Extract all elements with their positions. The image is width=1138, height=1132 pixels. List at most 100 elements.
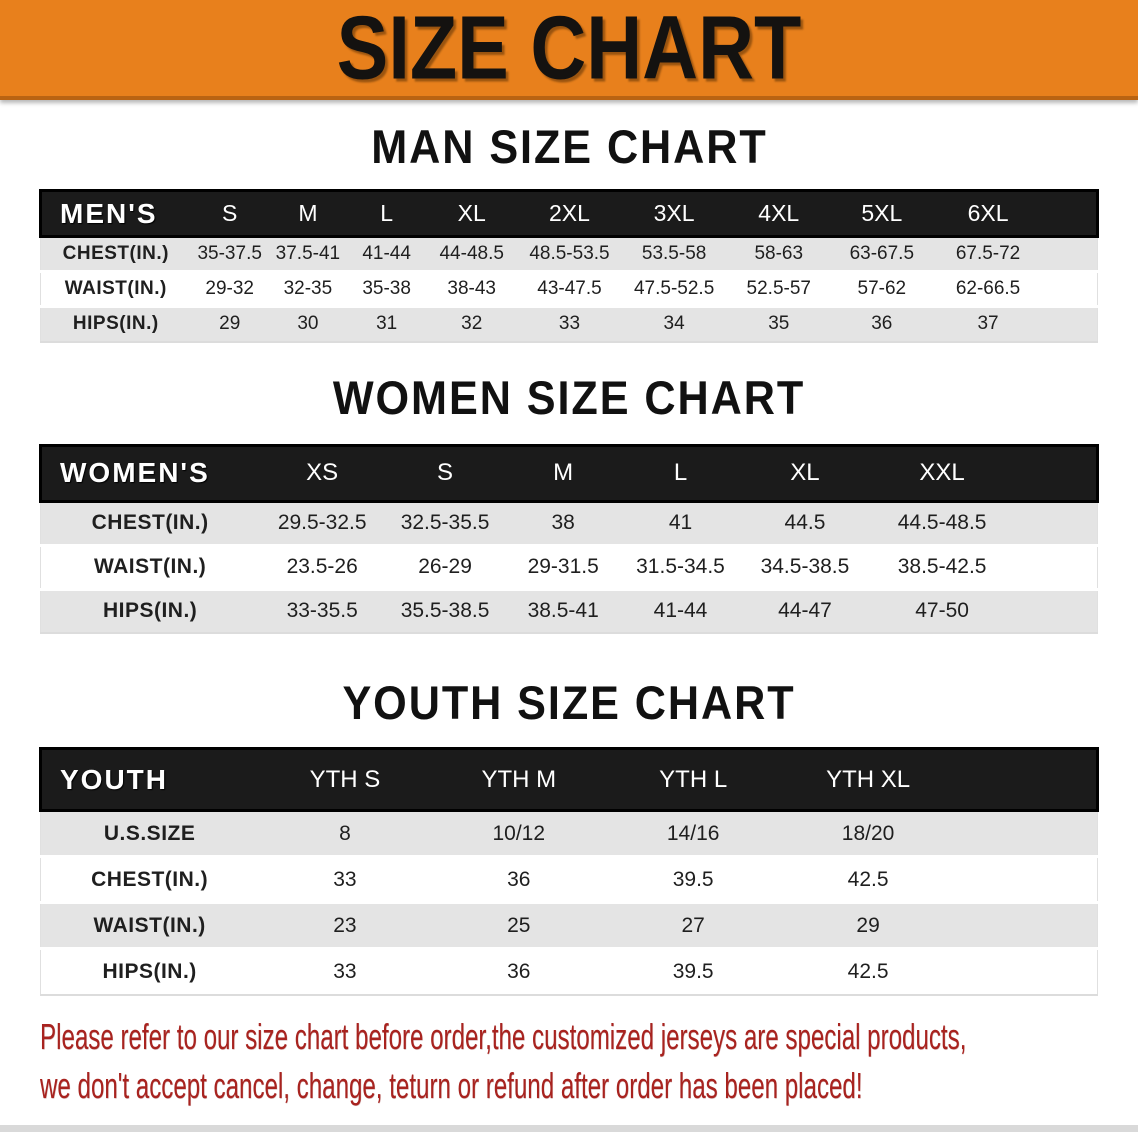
men-measure-row: CHEST(IN.) 35-37.5 37.5-41 41-44 44-48.5 48.5… xyxy=(39,235,1098,273)
women-header-row: WOMEN'S XS S M L XL XXL xyxy=(39,443,1099,503)
men-measure-row: WAIST(IN.) 29-32 32-35 35-38 38-43 43-47.5 47.… xyxy=(39,271,1098,307)
men-measure-value: 67.5-72 xyxy=(932,235,1044,273)
women-measure-value: 31.5-34.5 xyxy=(621,545,740,589)
women-measure-value: 35.5-38.5 xyxy=(385,587,506,634)
youth-row-filler xyxy=(955,948,1098,996)
women-section-heading: WOMEN SIZE CHART xyxy=(0,373,1138,420)
banner-title: SIZE CHART xyxy=(336,0,802,98)
men-group-label: MEN'S xyxy=(38,189,191,238)
men-measure-value: 41-44 xyxy=(347,235,427,273)
youth-measure-value: 33 xyxy=(258,948,432,996)
women-measure-value: 34.5-38.5 xyxy=(739,545,871,589)
youth-measure-label: CHEST(IN.) xyxy=(40,856,259,903)
men-measure-value: 37 xyxy=(932,305,1044,343)
women-measure-value: 41 xyxy=(621,499,740,547)
women-size-col: XXL xyxy=(870,443,1014,503)
women-measure-value: 23.5-26 xyxy=(259,545,386,589)
women-measure-label: CHEST(IN.) xyxy=(40,499,260,547)
women-measure-value: 32.5-35.5 xyxy=(385,499,506,547)
women-measure-value: 38.5-42.5 xyxy=(870,545,1014,589)
youth-size-col: YTH M xyxy=(431,747,606,812)
women-size-table: WOMEN'S XS S M L XL XXL CHEST(IN.) 29.5-32.5 32.5… xyxy=(39,443,1099,634)
men-measure-value: 57-62 xyxy=(831,271,933,307)
men-row-filler xyxy=(1043,271,1098,307)
men-measure-value: 36 xyxy=(831,305,933,343)
youth-row-filler xyxy=(955,809,1098,858)
women-measure-value: 44-47 xyxy=(739,587,871,634)
women-measure-label: HIPS(IN.) xyxy=(40,587,260,634)
youth-measure-value: 36 xyxy=(431,856,606,903)
youth-measure-value: 33 xyxy=(258,856,432,903)
youth-measure-value: 39.5 xyxy=(605,948,781,996)
men-measure-value: 31 xyxy=(347,305,427,343)
men-measure-row: HIPS(IN.) 29 30 31 32 33 34 35 36 37 xyxy=(39,305,1098,343)
order-disclaimer: Please refer to our size chart before or… xyxy=(0,1012,1100,1111)
youth-measure-row: U.S.SIZE 8 10/12 14/16 18/20 xyxy=(40,809,1098,858)
disclaimer-line-2: we don't accept cancel, change, teturn o… xyxy=(40,1065,863,1107)
youth-measure-value: 42.5 xyxy=(780,856,956,903)
men-header-row: MEN'S S M L XL 2XL 3XL 4XL 5XL 6XL xyxy=(38,189,1099,238)
youth-section-title: YOUTH SIZE CHART xyxy=(342,675,796,730)
women-measure-value: 33-35.5 xyxy=(259,587,386,634)
men-size-col: S xyxy=(190,189,269,238)
women-measure-row: CHEST(IN.) 29.5-32.5 32.5-35.5 38 41 44.5 44.5… xyxy=(40,499,1098,547)
men-header-filler xyxy=(1043,189,1099,238)
bottom-edge-strip xyxy=(0,1125,1138,1132)
men-measure-value: 52.5-57 xyxy=(726,271,832,307)
women-measure-value: 47-50 xyxy=(870,587,1014,634)
men-measure-value: 29 xyxy=(190,305,269,343)
women-measure-row: WAIST(IN.) 23.5-26 26-29 29-31.5 31.5-34.5 34… xyxy=(40,545,1098,589)
men-measure-value: 32-35 xyxy=(268,271,347,307)
men-section-title: MAN SIZE CHART xyxy=(370,119,768,174)
men-measure-value: 30 xyxy=(268,305,347,343)
men-row-filler xyxy=(1043,235,1098,273)
men-measure-value: 53.5-58 xyxy=(621,235,727,273)
women-measure-value: 38.5-41 xyxy=(505,587,622,634)
youth-row-filler xyxy=(955,856,1098,903)
men-size-col: 3XL xyxy=(621,189,727,238)
men-measure-value: 29-32 xyxy=(190,271,269,307)
youth-size-col: YTH S xyxy=(258,747,432,812)
women-measure-value: 38 xyxy=(505,499,622,547)
youth-measure-row: WAIST(IN.) 23 25 27 29 xyxy=(40,901,1098,950)
youth-measure-value: 39.5 xyxy=(605,856,781,903)
women-size-col: XS xyxy=(259,443,386,503)
men-section-heading: MAN SIZE CHART xyxy=(0,119,1138,174)
youth-size-col: YTH XL xyxy=(780,747,956,812)
youth-section-heading: YOUTH SIZE CHART xyxy=(0,675,1138,730)
men-row-filler xyxy=(1043,305,1098,343)
youth-measure-row: CHEST(IN.) 33 36 39.5 42.5 xyxy=(40,856,1098,903)
youth-size-table: YOUTH YTH S YTH M YTH L YTH XL U.S.SIZE 8 10/12… xyxy=(39,747,1099,996)
women-measure-value: 44.5 xyxy=(739,499,871,547)
women-measure-value: 26-29 xyxy=(385,545,506,589)
women-size-col: L xyxy=(621,443,740,503)
youth-measure-value: 23 xyxy=(258,901,432,950)
women-group-label: WOMEN'S xyxy=(39,443,260,503)
men-measure-value: 34 xyxy=(621,305,727,343)
men-measure-value: 48.5-53.5 xyxy=(517,235,622,273)
youth-measure-value: 29 xyxy=(780,901,956,950)
men-size-col: L xyxy=(347,189,427,238)
women-measure-value: 29-31.5 xyxy=(505,545,622,589)
youth-measure-label: WAIST(IN.) xyxy=(40,901,259,950)
women-measure-label: WAIST(IN.) xyxy=(40,545,260,589)
youth-header-row: YOUTH YTH S YTH M YTH L YTH XL xyxy=(39,747,1099,812)
youth-measure-row: HIPS(IN.) 33 36 39.5 42.5 xyxy=(40,948,1098,996)
women-size-col: XL xyxy=(739,443,871,503)
men-measure-value: 38-43 xyxy=(426,271,518,307)
women-row-filler xyxy=(1013,587,1098,634)
youth-size-col: YTH L xyxy=(605,747,781,812)
youth-measure-value: 42.5 xyxy=(780,948,956,996)
men-size-table: MEN'S S M L XL 2XL 3XL 4XL 5XL 6XL CHEST(IN.) 35-37… xyxy=(38,189,1099,343)
youth-measure-value: 27 xyxy=(605,901,781,950)
disclaimer-line-1: Please refer to our size chart before or… xyxy=(40,1015,967,1057)
youth-measure-value: 14/16 xyxy=(605,809,781,858)
men-size-col: 5XL xyxy=(831,189,933,238)
men-size-col: XL xyxy=(426,189,518,238)
women-measure-value: 41-44 xyxy=(621,587,740,634)
youth-measure-label: U.S.SIZE xyxy=(40,809,259,858)
youth-measure-label: HIPS(IN.) xyxy=(40,948,259,996)
youth-measure-value: 25 xyxy=(431,901,606,950)
youth-measure-value: 8 xyxy=(258,809,432,858)
youth-row-filler xyxy=(955,901,1098,950)
